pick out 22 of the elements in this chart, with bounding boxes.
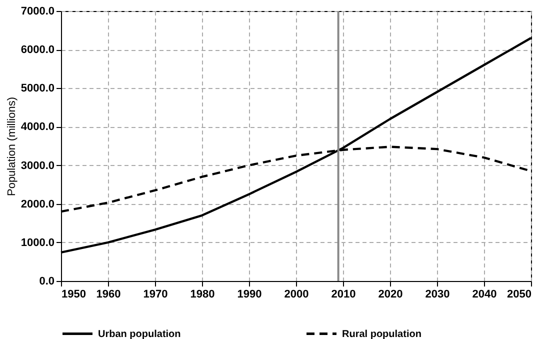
y-tick-label: 7000.0: [20, 6, 54, 18]
x-tick-label: 2040: [472, 288, 497, 300]
y-tick-label: 2000.0: [20, 198, 54, 210]
legend-label: Urban population: [98, 328, 181, 339]
x-tick-label: 2010: [331, 288, 356, 300]
x-tick-label: 1960: [96, 288, 121, 300]
y-tick-label: 4000.0: [20, 121, 54, 134]
x-tick-label: 2000: [284, 288, 309, 300]
x-tick-label: 1980: [190, 288, 215, 300]
y-tick-label: 0.0: [39, 276, 54, 288]
x-tick-label: 1990: [237, 288, 262, 300]
x-tick-label: 1950: [62, 288, 86, 300]
y-tick-label: 3000.0: [20, 160, 54, 172]
x-tick-label: 2050: [507, 288, 532, 300]
legend-label: Rural population: [342, 328, 422, 339]
y-axis-title: Population (millions): [6, 96, 18, 196]
y-tick-label: 1000.0: [20, 236, 54, 249]
y-tick-label: 6000.0: [20, 44, 54, 56]
y-tick-label: 5000.0: [20, 82, 54, 95]
x-tick-label: 1970: [143, 288, 168, 300]
x-tick-label: 2030: [425, 288, 450, 300]
x-tick-label: 2020: [378, 288, 403, 300]
